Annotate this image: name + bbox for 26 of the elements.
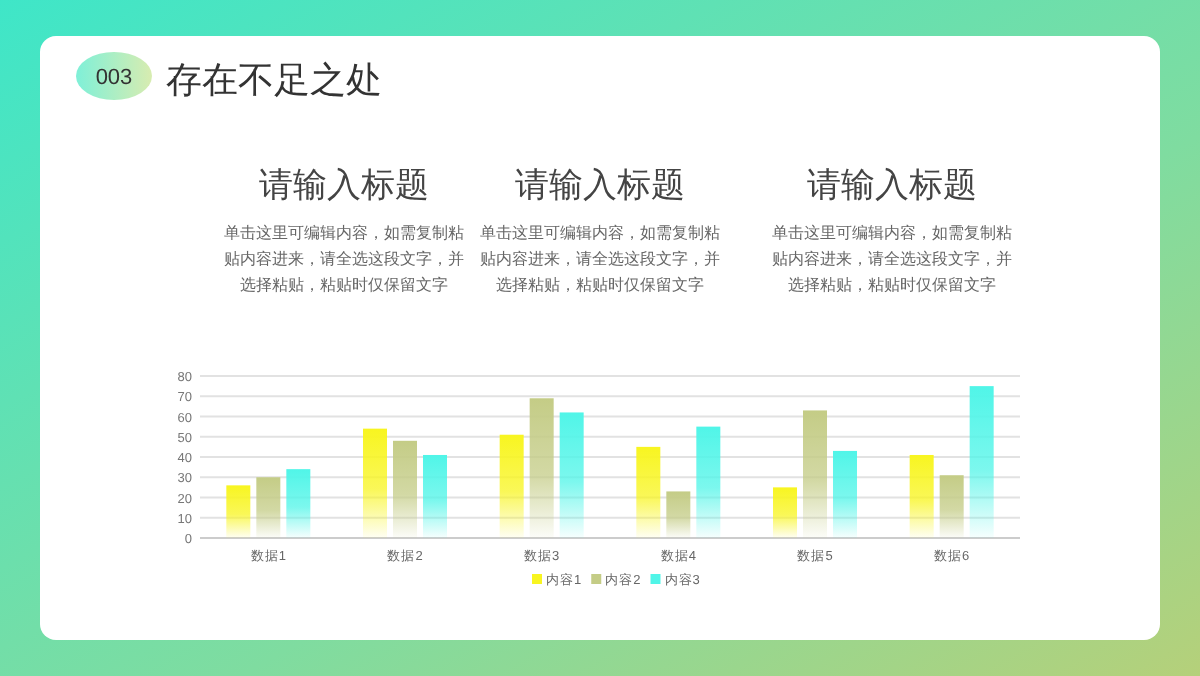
bar xyxy=(939,475,964,538)
bar xyxy=(363,428,387,538)
chart-title: 存在不足之处 xyxy=(166,60,382,100)
text: 单击这里可编辑内容，如需复制粘贴内容进来，请全选这段文字，并选择粘贴，粘贴时仅保留文字 xyxy=(480,224,720,294)
bar xyxy=(696,426,721,538)
text: 单击这里可编辑内容，如需复制粘贴内容进来，请全选这段文字，并选择粘贴，粘贴时仅保留文字 xyxy=(772,224,1012,294)
text: 003 xyxy=(95,66,133,90)
bar xyxy=(226,485,251,538)
bar xyxy=(969,386,994,538)
text: 请输入标题 xyxy=(515,166,685,204)
bar xyxy=(636,446,661,538)
text: 单击这里可编辑内容，如需复制粘贴内容进来，请全选这段文字，并选择粘贴，粘贴时仅保留文字 xyxy=(224,224,464,294)
bar xyxy=(909,454,934,538)
bar xyxy=(666,491,691,538)
bar xyxy=(773,487,797,538)
bar xyxy=(529,398,554,538)
bar xyxy=(423,454,447,538)
bar xyxy=(833,450,857,538)
bar xyxy=(393,440,417,538)
text: 请输入标题 xyxy=(807,166,977,204)
bar xyxy=(499,434,524,538)
bar xyxy=(803,410,827,538)
bar xyxy=(559,412,584,538)
bar xyxy=(286,469,311,538)
bar xyxy=(256,477,281,538)
text: 请输入标题 xyxy=(259,166,429,204)
